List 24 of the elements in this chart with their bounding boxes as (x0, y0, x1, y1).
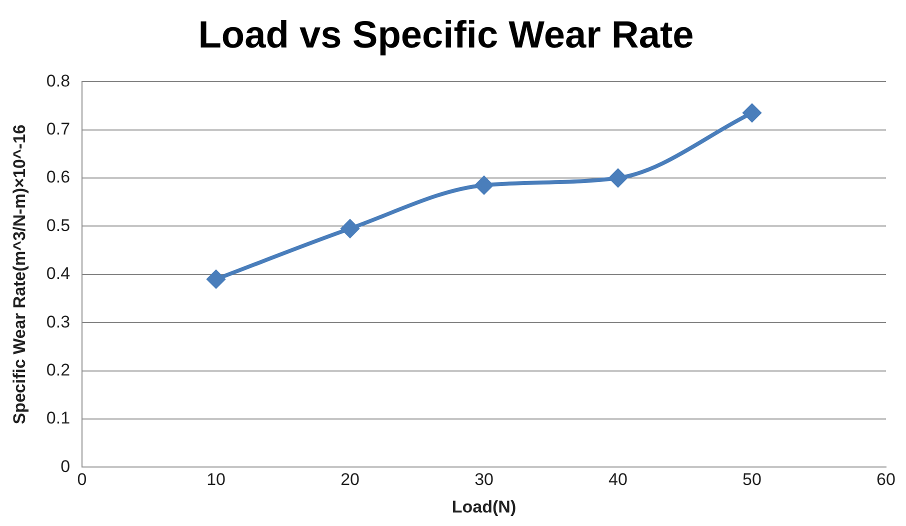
y-tick-label: 0.5 (46, 216, 70, 235)
x-tick-label: 40 (608, 470, 628, 490)
chart-title: Load vs Specific Wear Rate (198, 14, 694, 56)
y-tick-label: 0.1 (46, 408, 70, 428)
x-axis-title: Load(N) (452, 497, 516, 516)
y-tick-label: 0.6 (46, 168, 70, 187)
x-tick-label: 10 (206, 470, 226, 490)
y-tick-label: 0.8 (46, 71, 70, 90)
x-tick-label: 20 (340, 470, 360, 490)
point (743, 104, 762, 122)
point (609, 169, 628, 187)
point (341, 220, 360, 238)
x-tick-label: 50 (742, 470, 762, 490)
y-axis-title: Specific Wear Rate(m^3/N-m)×10^-16 (10, 124, 29, 424)
y-tick-label: 0 (60, 456, 70, 476)
x-tick-label: 30 (474, 470, 494, 490)
y-tick-label: 0.3 (46, 312, 70, 332)
point (207, 270, 226, 288)
y-tick-label: 0.7 (46, 119, 70, 138)
x-tick-label: 60 (876, 470, 896, 490)
x-tick-label: 0 (77, 470, 87, 490)
point (475, 176, 494, 194)
y-tick-label: 0.2 (46, 360, 70, 380)
y-tick-label: 0.4 (46, 264, 70, 284)
